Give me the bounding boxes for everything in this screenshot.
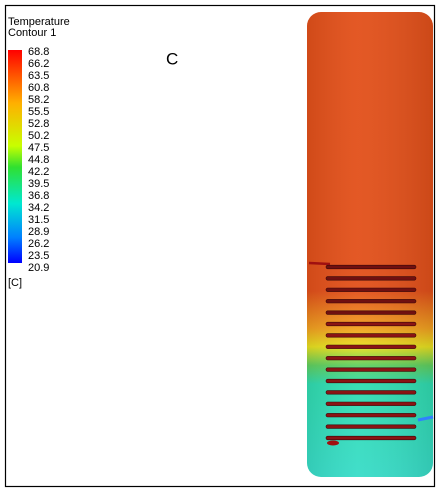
coil-turn — [326, 277, 416, 281]
legend-level: 58.2 — [28, 94, 49, 106]
coil-inlet — [309, 263, 330, 264]
coil-turn — [326, 299, 416, 303]
color-bar — [8, 50, 22, 263]
coil-turn — [326, 379, 416, 383]
legend-level: 28.9 — [28, 226, 49, 238]
coil-turn — [326, 288, 416, 292]
legend-level: 20.9 — [28, 262, 49, 274]
legend-level: 63.5 — [28, 70, 49, 82]
legend-level: 31.5 — [28, 214, 49, 226]
coil-turn — [326, 311, 416, 315]
coil-turn — [326, 413, 416, 417]
legend-level: 42.2 — [28, 166, 49, 178]
page: Temperature Contour 1 [C] C 68.866.263.5… — [0, 0, 439, 492]
legend-level: 50.2 — [28, 130, 49, 142]
figure: Temperature Contour 1 [C] C 68.866.263.5… — [0, 0, 439, 492]
coil-turn — [326, 425, 416, 429]
legend-level: 66.2 — [28, 58, 49, 70]
legend-level: 23.5 — [28, 250, 49, 262]
legend-level: 44.8 — [28, 154, 49, 166]
coil-turn — [326, 345, 416, 349]
coil-turn — [326, 356, 416, 360]
coil-turn — [326, 436, 416, 440]
coil-turn — [326, 334, 416, 338]
tank — [307, 12, 433, 477]
coil-turn — [326, 322, 416, 326]
legend-subtitle: Contour 1 — [8, 27, 56, 39]
coil-turn — [326, 368, 416, 372]
coil-turn — [326, 391, 416, 395]
legend-level: 52.8 — [28, 118, 49, 130]
legend-level: 39.5 — [28, 178, 49, 190]
legend-level: 68.8 — [28, 46, 49, 58]
tank-shade — [307, 12, 433, 477]
legend-level: 55.5 — [28, 106, 49, 118]
legend-level: 60.8 — [28, 82, 49, 94]
legend-unit: [C] — [8, 277, 22, 289]
legend-level: 47.5 — [28, 142, 49, 154]
coil-outlet — [327, 441, 339, 446]
legend-level: 26.2 — [28, 238, 49, 250]
coil-turn — [326, 265, 416, 269]
legend-level: 34.2 — [28, 202, 49, 214]
legend-level: 36.8 — [28, 190, 49, 202]
panel-label: C — [166, 49, 178, 68]
coil-turn — [326, 402, 416, 406]
